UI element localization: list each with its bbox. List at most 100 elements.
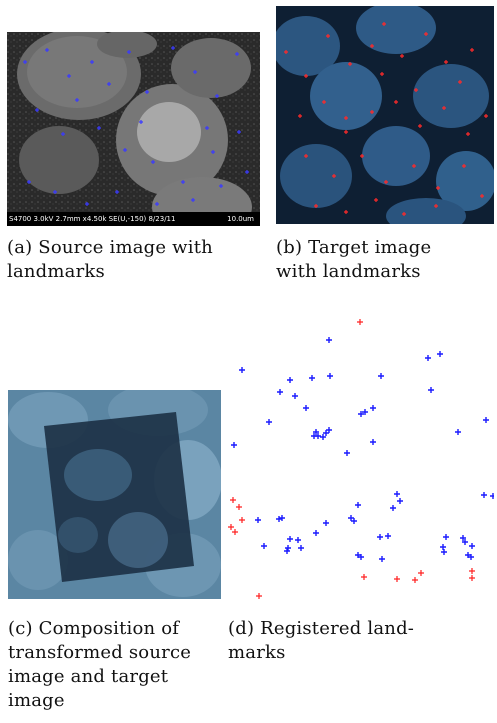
scale-bar-label: 10.0um: [227, 215, 254, 223]
caption-b-line-2: with landmarks: [276, 261, 421, 282]
target-image: [276, 6, 494, 224]
target-landmark-marker: [402, 212, 406, 216]
registered-target-marker: [230, 497, 236, 503]
source-landmark-marker: [61, 132, 65, 136]
source-landmark-marker: [151, 160, 155, 164]
registered-source-marker: [298, 545, 304, 551]
caption-c-line-1: (c) Composition of: [8, 618, 180, 639]
source-landmark-marker: [211, 150, 215, 154]
registered-source-marker: [469, 543, 475, 549]
target-landmark-marker: [326, 34, 330, 38]
target-landmark-marker: [284, 50, 288, 54]
target-landmark-marker: [436, 186, 440, 190]
target-landmark-marker: [480, 194, 484, 198]
registered-source-marker: [295, 537, 301, 543]
registered-source-marker: [362, 409, 368, 415]
target-landmark-marker: [370, 44, 374, 48]
registered-source-marker: [344, 450, 350, 456]
source-landmark-marker: [181, 180, 185, 184]
registered-source-marker: [437, 351, 443, 357]
registered-source-marker: [428, 387, 434, 393]
registered-target-marker: [228, 524, 234, 530]
registered-source-marker: [379, 556, 385, 562]
registered-source-marker: [455, 429, 461, 435]
target-landmark-marker: [414, 88, 418, 92]
registered-source-marker: [385, 533, 391, 539]
registered-source-marker: [255, 517, 261, 523]
composition-image-panel: [8, 390, 221, 599]
registered-source-marker: [462, 539, 468, 545]
source-landmark-marker: [53, 190, 57, 194]
caption-c-line-3: image and target: [8, 666, 169, 687]
caption-d: (d) Registered land- marks: [228, 617, 494, 665]
source-landmark-marker: [23, 60, 27, 64]
registered-source-marker: [313, 530, 319, 536]
registered-target-marker: [232, 529, 238, 535]
target-landmark-marker: [458, 80, 462, 84]
registered-landmarks-svg: [228, 319, 494, 599]
target-landmark-marker: [332, 174, 336, 178]
target-landmark-marker: [444, 60, 448, 64]
source-landmark-marker: [127, 50, 131, 54]
caption-a: (a) Source image with landmarks: [7, 236, 270, 284]
registered-source-marker: [490, 493, 494, 499]
registered-source-marker: [327, 373, 333, 379]
source-image: [7, 32, 260, 226]
source-landmark-marker: [35, 108, 39, 112]
source-landmark-marker: [85, 202, 89, 206]
target-landmark-marker: [484, 114, 488, 118]
registered-source-marker: [323, 430, 329, 436]
registered-source-marker: [320, 434, 326, 440]
source-landmark-marker: [67, 74, 71, 78]
caption-c-line-4: image: [8, 690, 65, 711]
registered-source-marker: [309, 375, 315, 381]
registered-landmarks-plot: [228, 318, 494, 604]
registered-source-marker: [231, 442, 237, 448]
source-landmark-marker: [75, 98, 79, 102]
caption-d-line-2: marks: [228, 642, 286, 663]
registered-target-marker: [256, 593, 262, 599]
registered-target-marker: [469, 575, 475, 581]
target-landmarks: [284, 22, 488, 216]
registered-source-marker: [370, 439, 376, 445]
source-landmark-marker: [215, 94, 219, 98]
registered-target-marker: [394, 576, 400, 582]
registered-source-marker: [358, 554, 364, 560]
registered-target-marker: [239, 517, 245, 523]
registered-source-marker: [425, 355, 431, 361]
target-landmark-marker: [418, 124, 422, 128]
registered-target-marker: [357, 319, 363, 325]
registered-source-marker: [287, 536, 293, 542]
registered-source-marker: [287, 377, 293, 383]
source-landmark-marker: [237, 130, 241, 134]
registered-source-marker: [394, 491, 400, 497]
registered-source-marker: [390, 505, 396, 511]
registered-source-marker: [326, 337, 332, 343]
registered-source-marker: [284, 548, 290, 554]
source-landmark-marker: [171, 46, 175, 50]
source-landmark-marker: [155, 202, 159, 206]
registered-target-marker: [418, 570, 424, 576]
registered-source-marker: [323, 520, 329, 526]
target-landmark-marker: [380, 72, 384, 76]
source-landmark-marker: [191, 198, 195, 202]
registered-source-marker: [313, 429, 319, 435]
target-landmark-marker: [470, 48, 474, 52]
registered-source-marker: [483, 417, 489, 423]
registered-source-marker: [285, 545, 291, 551]
target-landmark-marker: [462, 164, 466, 168]
registered-source-marker: [326, 427, 332, 433]
registered-source-marker: [440, 544, 446, 550]
registered-source-marker: [397, 498, 403, 504]
registered-source-marker: [355, 502, 361, 508]
target-landmark-marker: [348, 62, 352, 66]
source-landmark-marker: [193, 70, 197, 74]
source-landmark-marker: [235, 52, 239, 56]
source-landmark-marker: [139, 120, 143, 124]
registered-source-marker: [292, 393, 298, 399]
caption-a-line-1: (a) Source image with: [7, 237, 213, 258]
target-landmark-marker: [314, 204, 318, 208]
target-landmark-marker: [304, 154, 308, 158]
source-landmark-marker: [90, 60, 94, 64]
caption-a-line-2: landmarks: [7, 261, 105, 282]
